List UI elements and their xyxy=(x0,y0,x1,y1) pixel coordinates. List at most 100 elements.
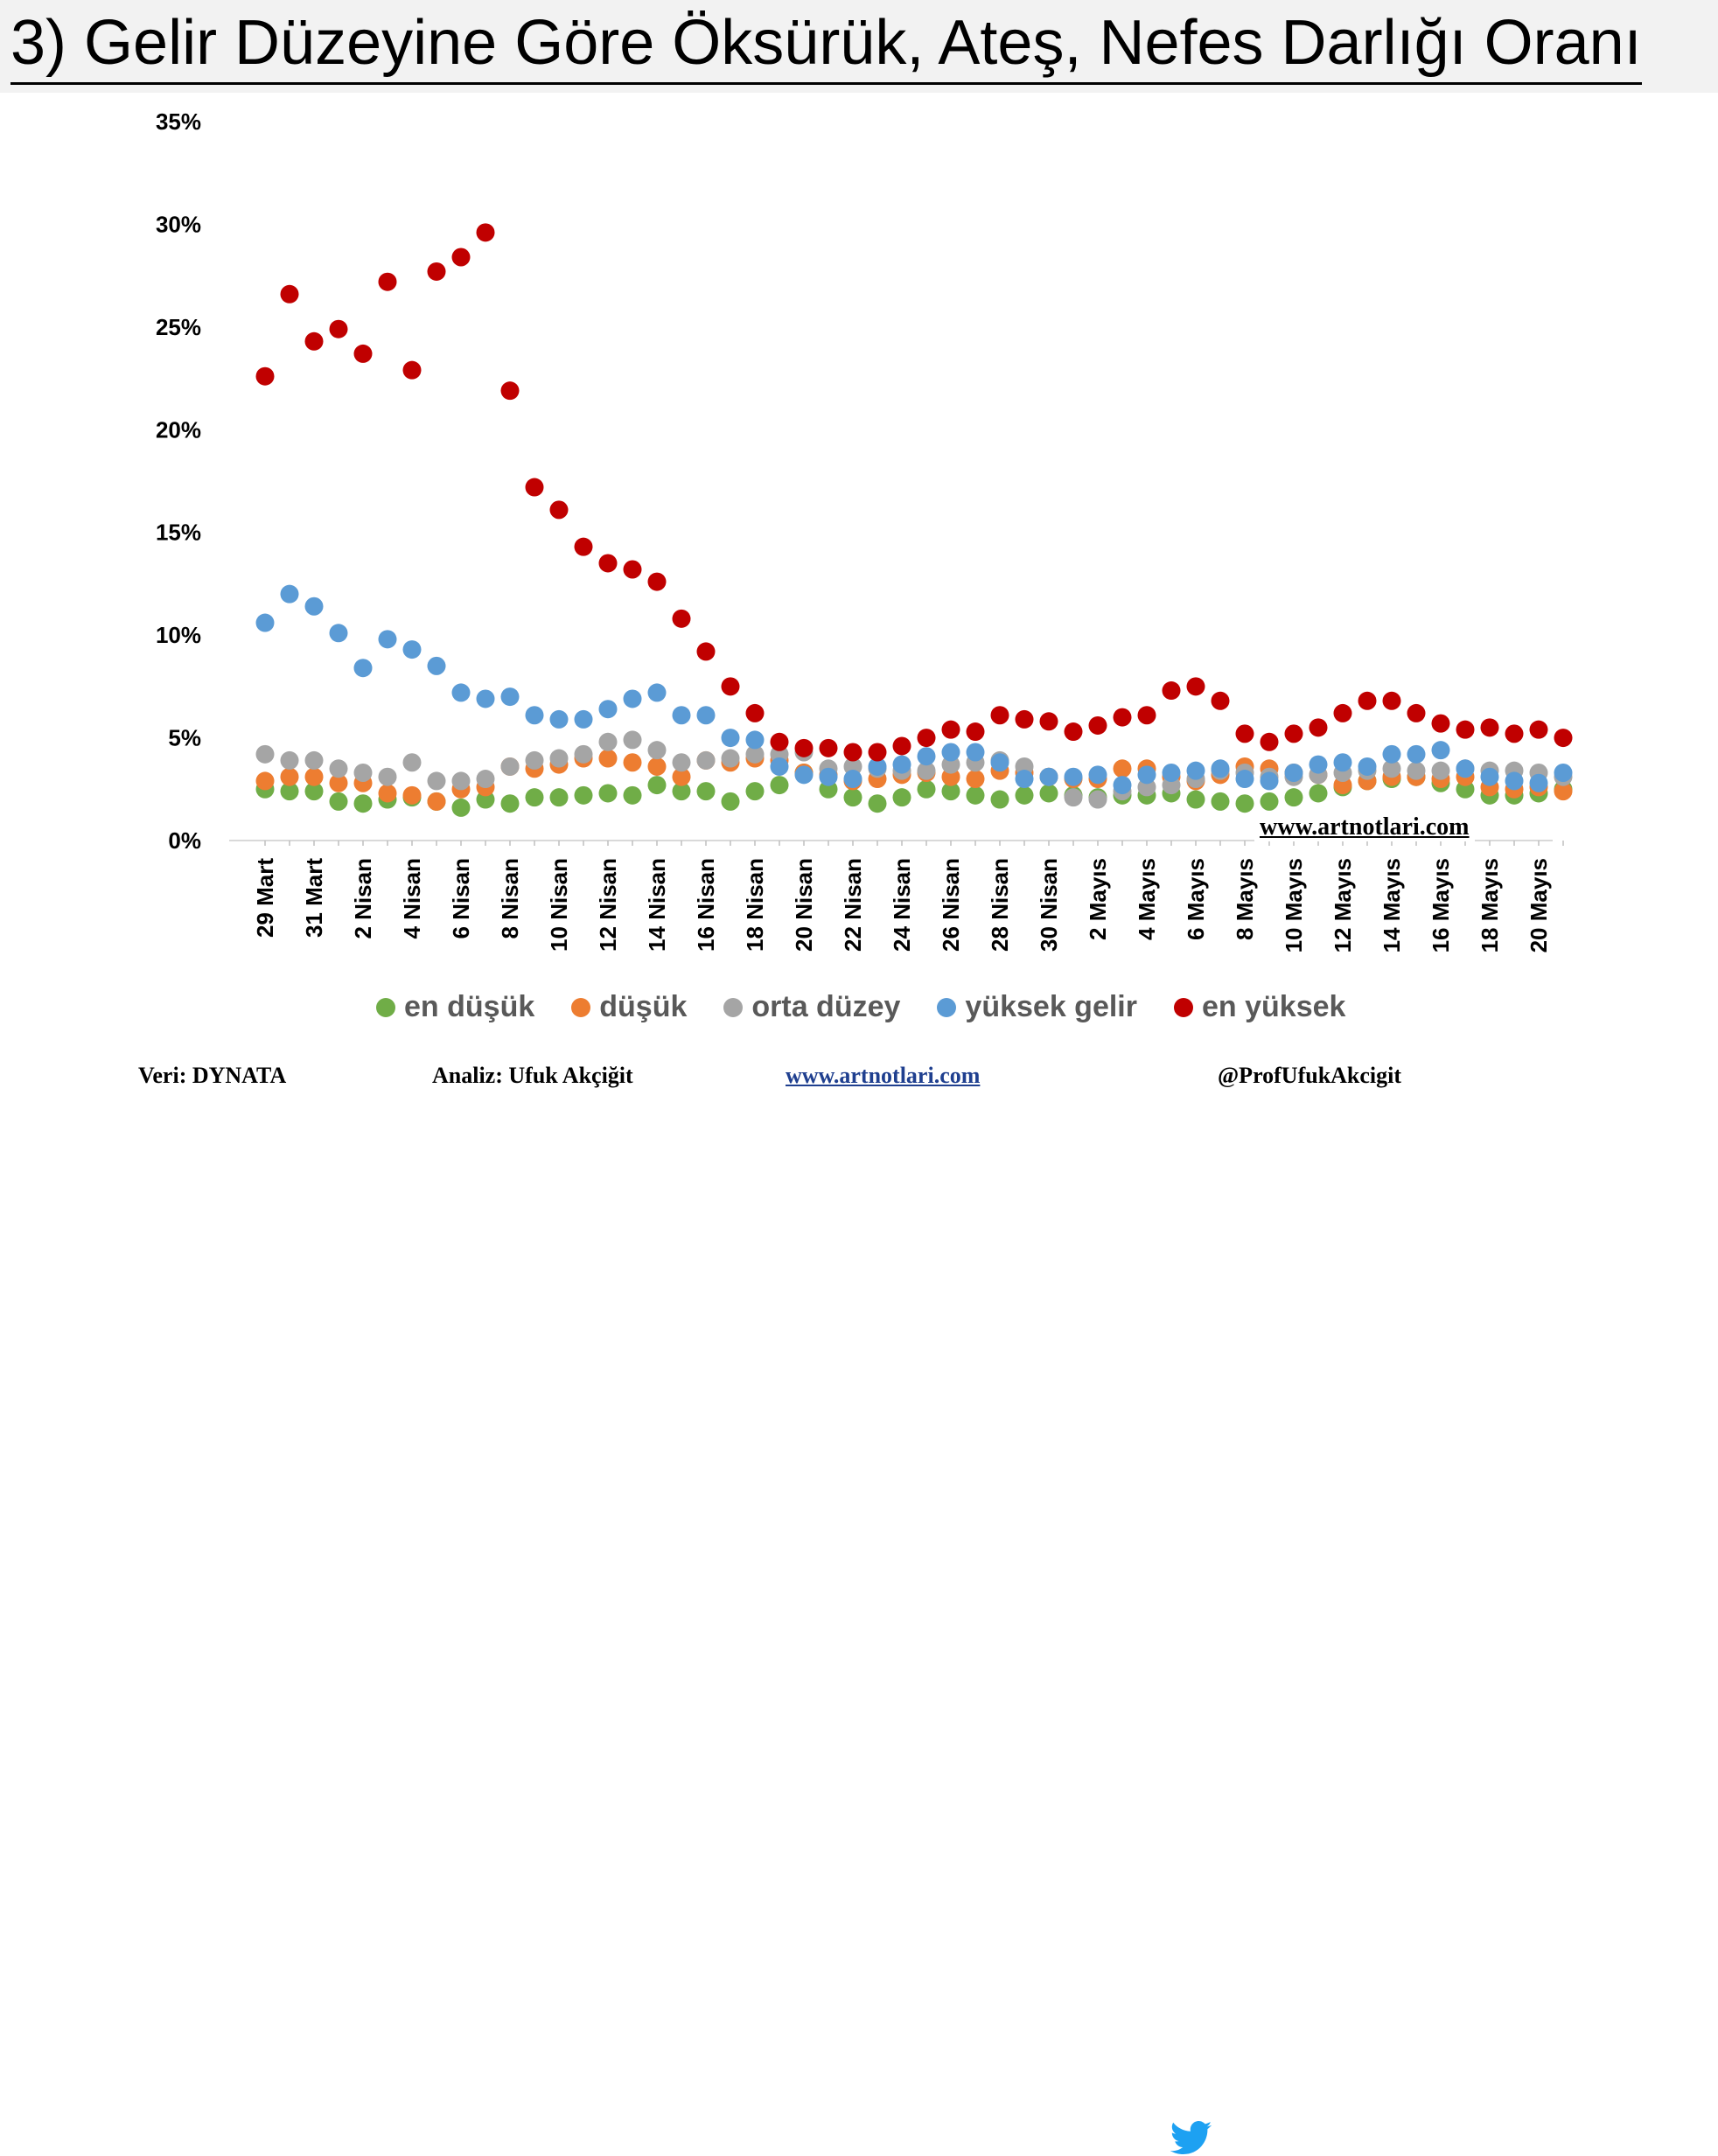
data-point xyxy=(941,782,960,801)
data-point xyxy=(500,687,520,707)
data-point xyxy=(1407,761,1426,780)
data-point xyxy=(647,683,667,702)
legend-item: düşük xyxy=(571,990,687,1024)
data-point xyxy=(353,344,373,363)
legend-item: en düşük xyxy=(376,990,534,1024)
data-point xyxy=(623,730,642,750)
data-point xyxy=(1113,759,1132,778)
analysis-credit: Analiz: Ufuk Akçiğit xyxy=(432,1063,633,1088)
data-point xyxy=(402,753,422,772)
data-point xyxy=(794,765,814,785)
data-point xyxy=(598,732,618,751)
x-axis: 29 Mart 31 Mart 2 Nisan 4 Nisan 6 Nisan 8 Nis… xyxy=(229,840,1564,952)
data-point xyxy=(819,767,838,786)
data-point xyxy=(378,630,397,649)
x-tick-label: 26 Nisan xyxy=(938,858,964,952)
legend-marker xyxy=(937,997,957,1017)
data-point xyxy=(868,743,887,762)
data-point xyxy=(1529,773,1548,792)
chart-legend: en düşük düşük orta düzey yüksek gelir en yü… xyxy=(376,990,1345,1024)
x-tick-label: 30 Nisan xyxy=(1036,858,1062,952)
data-point xyxy=(1260,771,1279,791)
data-point xyxy=(598,700,618,719)
data-point xyxy=(304,767,324,786)
x-tick-label: 14 Mayıs xyxy=(1379,858,1405,952)
data-point xyxy=(1309,784,1328,803)
data-point xyxy=(1431,714,1450,733)
data-point xyxy=(427,656,446,675)
x-tick-label: 8 Nisan xyxy=(497,858,523,939)
data-point xyxy=(941,743,960,762)
data-point xyxy=(574,537,593,556)
data-point xyxy=(1284,724,1303,743)
x-tick-label: 28 Nisan xyxy=(987,858,1013,952)
data-point xyxy=(1431,761,1450,780)
data-point xyxy=(329,792,348,811)
watermark-link[interactable]: www.artnotlari.com xyxy=(1254,813,1475,841)
data-point xyxy=(329,773,348,792)
data-point xyxy=(1407,703,1426,722)
data-point xyxy=(1235,724,1254,743)
y-tick-label: 10% xyxy=(156,622,201,648)
data-point xyxy=(1088,765,1107,785)
x-tick-label: 29 Mart xyxy=(252,858,278,938)
data-point xyxy=(745,782,765,801)
footer: Veri: DYNATA Analiz: Ufuk Akçiğit www.ar… xyxy=(0,1063,1718,2154)
data-point xyxy=(917,729,936,748)
legend-item: yüksek gelir xyxy=(937,990,1137,1024)
data-point xyxy=(280,284,299,304)
website-link[interactable]: www.artnotlari.com xyxy=(786,1063,981,1088)
x-tick-label: 18 Mayıs xyxy=(1477,858,1503,952)
x-tick-label: 22 Nisan xyxy=(840,858,866,952)
data-point xyxy=(304,782,324,801)
data-point xyxy=(451,798,471,817)
x-tick-label: 24 Nisan xyxy=(889,858,915,952)
data-point xyxy=(966,722,985,742)
legend-marker xyxy=(376,997,395,1017)
data-point xyxy=(476,223,495,242)
data-point xyxy=(304,597,324,616)
data-point xyxy=(623,753,642,772)
y-tick-label: 25% xyxy=(156,314,201,340)
title-bar: 3) Gelir Düzeyine Göre Öksürük, Ateş, Ne… xyxy=(0,0,1718,93)
data-point xyxy=(917,747,936,766)
data-point xyxy=(990,753,1009,772)
twitter-handle[interactable]: @ProfUfukAkcigit xyxy=(1218,1063,1402,1088)
y-tick-label: 5% xyxy=(168,725,201,751)
data-point xyxy=(1554,763,1573,782)
data-point xyxy=(329,759,348,778)
data-point xyxy=(525,750,544,770)
data-point xyxy=(549,500,569,520)
data-point xyxy=(892,736,911,756)
data-point xyxy=(721,729,740,748)
data-point xyxy=(1113,776,1132,795)
data-point xyxy=(280,750,299,770)
data-point xyxy=(647,741,667,760)
data-point xyxy=(1505,724,1524,743)
data-point xyxy=(378,272,397,291)
x-tick-label: 14 Nisan xyxy=(644,858,670,952)
data-point xyxy=(1407,744,1426,764)
data-point xyxy=(402,640,422,659)
data-point xyxy=(623,689,642,708)
data-point xyxy=(1554,782,1573,801)
x-tick-label: 31 Mart xyxy=(301,858,327,938)
legend-label: düşük xyxy=(599,990,688,1023)
legend-item: en yüksek xyxy=(1173,990,1345,1024)
data-point xyxy=(892,788,911,807)
data-point xyxy=(1162,681,1181,701)
x-tick-label: 16 Mayıs xyxy=(1428,858,1454,952)
twitter-bird-icon[interactable] xyxy=(1170,2121,1212,2156)
data-point xyxy=(1358,691,1377,710)
data-point xyxy=(1260,792,1279,811)
data-point xyxy=(304,750,324,770)
legend-marker xyxy=(571,997,591,1017)
data-point xyxy=(1260,732,1279,751)
data-point xyxy=(280,767,299,786)
data-point xyxy=(574,785,593,805)
data-points xyxy=(255,223,1573,817)
data-point xyxy=(745,744,765,764)
data-point xyxy=(623,560,642,579)
data-point xyxy=(255,366,275,386)
data-point xyxy=(500,794,520,813)
